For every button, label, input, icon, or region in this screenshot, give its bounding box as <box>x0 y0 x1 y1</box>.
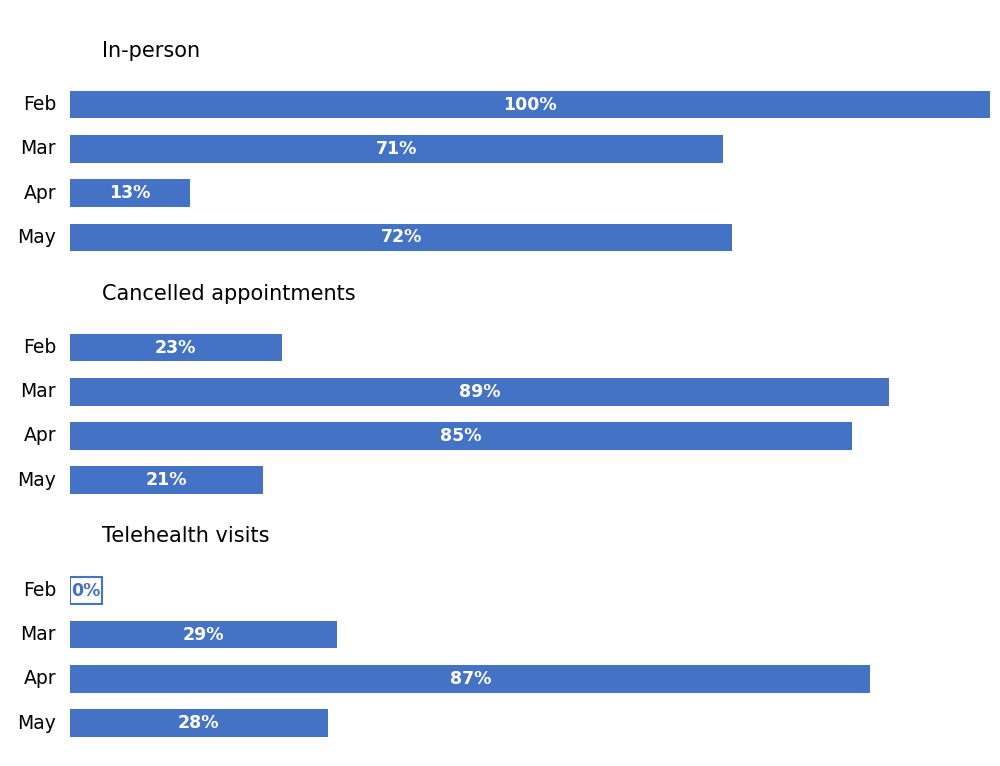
Text: 13%: 13% <box>109 184 150 202</box>
Text: Mar: Mar <box>21 139 56 159</box>
Bar <box>70 91 990 119</box>
Bar <box>70 621 337 648</box>
Bar <box>70 224 732 251</box>
Text: Feb: Feb <box>23 581 56 600</box>
Text: 28%: 28% <box>178 714 220 732</box>
Bar <box>70 378 889 405</box>
Text: Feb: Feb <box>23 95 56 114</box>
Bar <box>70 665 870 692</box>
Text: 0%: 0% <box>71 581 101 600</box>
Text: In-person: In-person <box>102 41 200 61</box>
Bar <box>70 466 263 494</box>
Bar <box>70 577 102 604</box>
Text: Feb: Feb <box>23 338 56 357</box>
Text: May: May <box>17 713 56 732</box>
Bar <box>70 136 723 162</box>
Text: Cancelled appointments: Cancelled appointments <box>102 283 356 303</box>
Text: 23%: 23% <box>155 339 196 357</box>
Text: 100%: 100% <box>503 96 557 114</box>
Text: Mar: Mar <box>21 625 56 644</box>
Text: May: May <box>17 228 56 247</box>
Text: 71%: 71% <box>376 140 417 158</box>
Text: 89%: 89% <box>459 383 500 401</box>
Bar <box>70 422 852 450</box>
Bar <box>70 179 190 207</box>
Text: Apr: Apr <box>24 427 56 446</box>
Text: May: May <box>17 470 56 489</box>
Bar <box>70 709 328 737</box>
Text: 72%: 72% <box>381 228 422 247</box>
Text: 87%: 87% <box>450 669 491 688</box>
Text: Apr: Apr <box>24 184 56 203</box>
Bar <box>70 334 282 362</box>
Text: Apr: Apr <box>24 669 56 689</box>
Text: 29%: 29% <box>183 626 224 643</box>
Text: Mar: Mar <box>21 382 56 401</box>
Text: Telehealth visits: Telehealth visits <box>102 526 270 546</box>
Text: 21%: 21% <box>146 471 187 489</box>
Text: 85%: 85% <box>440 427 482 445</box>
